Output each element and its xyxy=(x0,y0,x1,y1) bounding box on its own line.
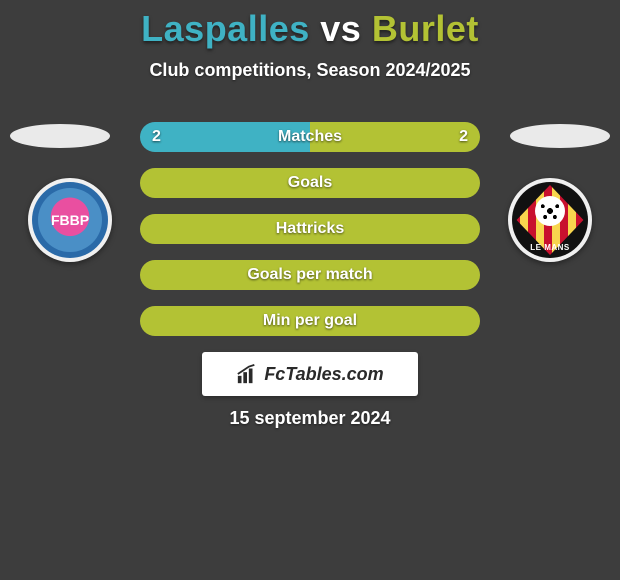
player2-name: Burlet xyxy=(372,8,479,49)
stat-row: Hattricks xyxy=(140,214,480,244)
stat-bars: 22MatchesGoalsHattricksGoals per matchMi… xyxy=(140,122,480,352)
lemans-badge-text: LE MANS xyxy=(512,243,588,252)
stat-bar-bg xyxy=(140,214,480,244)
vs-text: vs xyxy=(320,8,361,49)
stat-left-value: 2 xyxy=(152,128,161,146)
shadow-oval-left xyxy=(10,124,110,148)
date-text: 15 september 2024 xyxy=(0,408,620,429)
team-badge-left: FBBP xyxy=(28,178,112,262)
brand-badge: FcTables.com xyxy=(202,352,418,396)
stat-bar-bg xyxy=(140,122,480,152)
title-row: Laspalles vs Burlet xyxy=(0,0,620,50)
stat-bar-bg xyxy=(140,168,480,198)
subtitle: Club competitions, Season 2024/2025 xyxy=(0,60,620,81)
bar-chart-icon xyxy=(236,363,258,385)
stat-bar-bg xyxy=(140,260,480,290)
fbbp-badge: FBBP xyxy=(32,182,108,258)
lemans-badge: LE MANS xyxy=(512,182,588,258)
team-badge-right: LE MANS xyxy=(508,178,592,262)
stat-row: 22Matches xyxy=(140,122,480,152)
comparison-card: Laspalles vs Burlet Club competitions, S… xyxy=(0,0,620,580)
shadow-oval-right xyxy=(510,124,610,148)
stat-right-value: 2 xyxy=(459,128,468,146)
stat-row: Goals xyxy=(140,168,480,198)
player1-name: Laspalles xyxy=(141,8,310,49)
brand-text: FcTables.com xyxy=(264,364,383,385)
stat-row: Min per goal xyxy=(140,306,480,336)
stat-row: Goals per match xyxy=(140,260,480,290)
soccer-ball-icon xyxy=(535,196,565,226)
stat-bar-bg xyxy=(140,306,480,336)
fbbp-badge-text: FBBP xyxy=(38,188,102,252)
